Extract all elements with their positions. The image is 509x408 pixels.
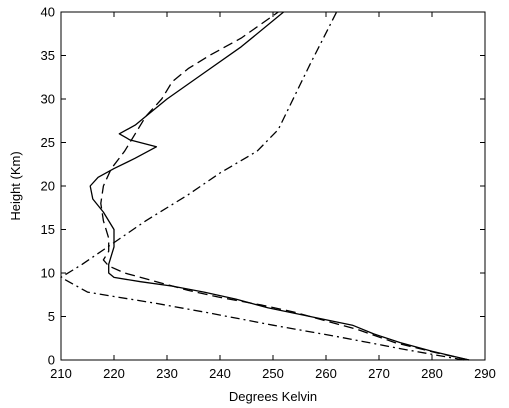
x-axis-title: Degrees Kelvin (229, 389, 317, 404)
y-tick-label: 30 (41, 92, 55, 107)
y-tick-label: 0 (48, 353, 55, 368)
x-tick-label: 250 (262, 366, 284, 381)
x-tick-label: 260 (315, 366, 337, 381)
x-tick-label: 210 (50, 366, 72, 381)
y-tick-label: 15 (41, 222, 55, 237)
x-tick-label: 240 (209, 366, 231, 381)
y-tick-label: 40 (41, 5, 55, 20)
axis-ticks (60, 11, 486, 361)
y-tick-label: 25 (41, 135, 55, 150)
x-tick-labels: 210 220 230 240 250 260 270 280 290 (50, 366, 496, 381)
y-tick-label: 10 (41, 266, 55, 281)
y-tick-label: 35 (41, 48, 55, 63)
y-tick-label: 20 (41, 179, 55, 194)
series-line-dashed (100, 11, 470, 361)
x-tick-label: 230 (156, 366, 178, 381)
y-tick-labels: 0 5 10 15 20 25 30 35 40 (41, 5, 55, 368)
x-tick-label: 220 (103, 366, 125, 381)
series-line-solid (89, 11, 470, 361)
x-tick-label: 290 (474, 366, 496, 381)
x-tick-label: 280 (421, 366, 443, 381)
y-tick-label: 5 (48, 309, 55, 324)
series-line-dashdot (60, 11, 464, 361)
series-lines (60, 11, 470, 361)
x-tick-label: 270 (368, 366, 390, 381)
y-axis-title: Height (Km) (8, 151, 23, 220)
